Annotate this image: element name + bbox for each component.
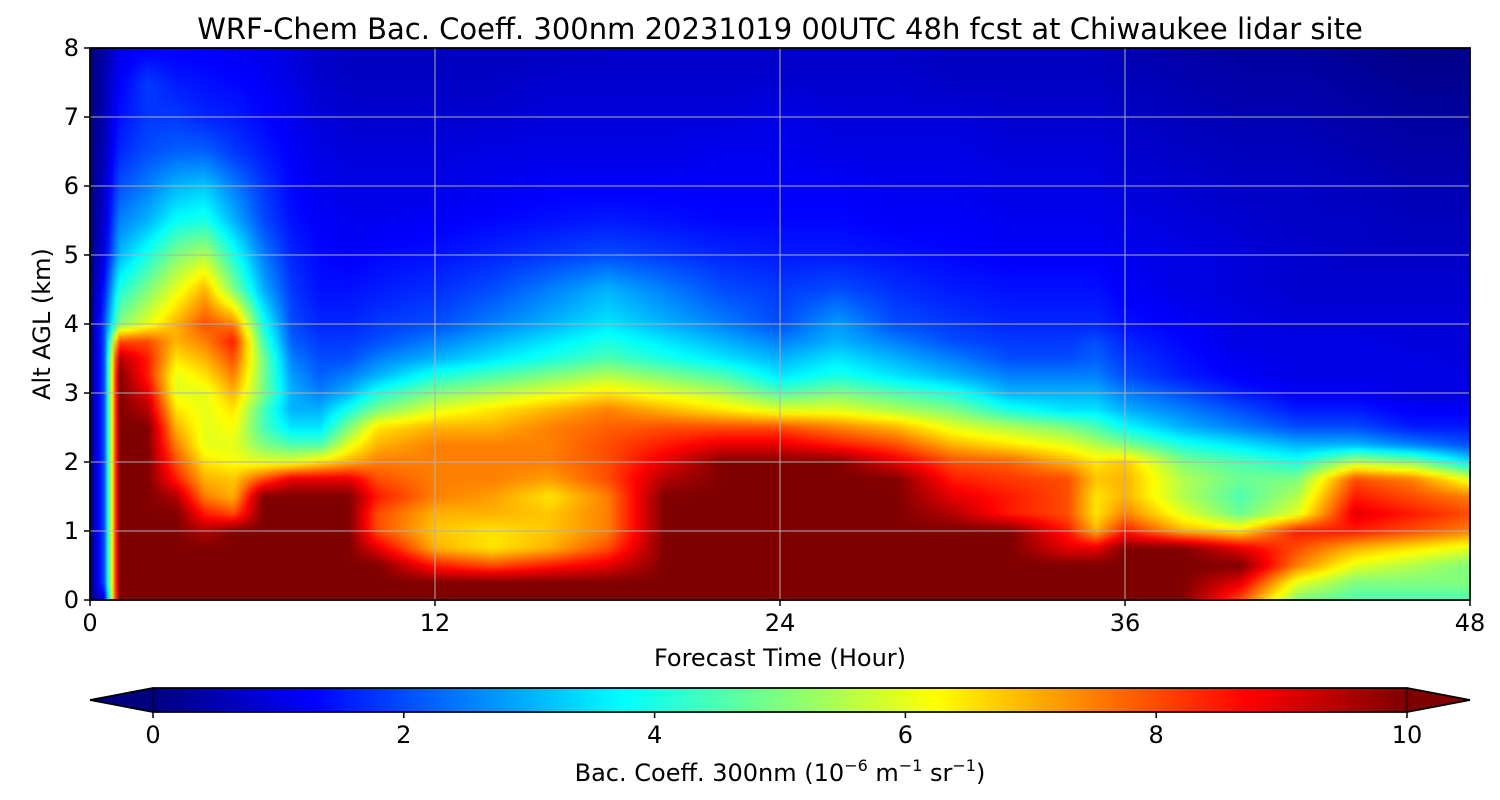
y-tick-label: 0 <box>64 586 79 614</box>
x-axis-label: Forecast Time (Hour) <box>654 644 906 672</box>
colorbar-gradient <box>153 688 1407 712</box>
y-tick-label: 8 <box>64 34 79 62</box>
colorbar-tick-label: 10 <box>1392 721 1423 749</box>
colorbar: 0 2 4 6 8 10 Bac. Coeff. 300nm (10−6 m−1 sr−1… <box>89 687 1471 787</box>
x-axis-ticks: 0 12 24 36 48 <box>82 600 1485 637</box>
y-axis-ticks: 0 1 2 3 4 5 6 7 8 <box>64 34 90 614</box>
y-tick-label: 5 <box>64 241 79 269</box>
colorbar-tick-label: 8 <box>1149 721 1164 749</box>
colorbar-extend-low <box>89 687 154 713</box>
y-tick-label: 2 <box>64 448 79 476</box>
grid-lines <box>90 48 1470 600</box>
colorbar-tick-label: 0 <box>145 721 160 749</box>
colorbar-ticks: 0 2 4 6 8 10 <box>145 712 1422 749</box>
colorbar-tick-label: 2 <box>396 721 411 749</box>
chart-title: WRF-Chem Bac. Coeff. 300nm 20231019 00UT… <box>197 12 1363 46</box>
colorbar-extend-high <box>1406 687 1471 713</box>
x-tick-label: 24 <box>765 609 796 637</box>
plot-area <box>89 47 1471 601</box>
colorbar-label: Bac. Coeff. 300nm (10−6 m−1 sr−1) <box>575 756 986 787</box>
x-tick-label: 36 <box>1110 609 1141 637</box>
x-tick-label: 12 <box>420 609 451 637</box>
y-tick-label: 6 <box>64 172 79 200</box>
y-tick-label: 4 <box>64 310 79 338</box>
y-tick-label: 3 <box>64 379 79 407</box>
colorbar-tick-label: 6 <box>898 721 913 749</box>
y-tick-label: 7 <box>64 103 79 131</box>
y-tick-label: 1 <box>64 517 79 545</box>
y-axis-label: Alt AGL (km) <box>28 248 56 400</box>
colorbar-tick-label: 4 <box>647 721 662 749</box>
x-tick-label: 48 <box>1455 609 1486 637</box>
x-tick-label: 0 <box>82 609 97 637</box>
